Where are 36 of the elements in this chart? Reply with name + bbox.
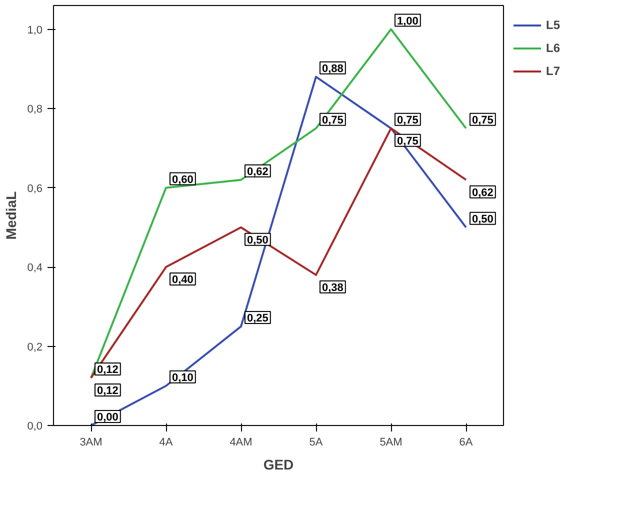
x-tick-label: 5A — [309, 436, 324, 448]
data-label: 0,38 — [322, 282, 344, 294]
legend-label: L7 — [546, 64, 562, 78]
data-label: 0,25 — [247, 312, 268, 324]
y-tick-label: 0,6 — [27, 182, 43, 195]
y-tick-label: 0,8 — [27, 104, 43, 116]
line-series — [90, 76, 467, 426]
data-label: 0,75 — [397, 114, 418, 126]
data-label: 0,00 — [97, 412, 118, 424]
x-axis-title: GED — [263, 456, 294, 472]
legend-label: L6 — [546, 41, 562, 55]
data-label: 0,12 — [97, 384, 118, 397]
data-label: 0,62 — [472, 186, 494, 199]
x-tick-label: 6A — [459, 436, 474, 448]
y-axis-title: MediaL — [3, 190, 20, 240]
y-tick-label: 0,0 — [27, 420, 43, 432]
x-tick-label: 4AM — [230, 436, 252, 448]
y-tick-label: 1,0 — [27, 24, 43, 36]
data-label: 0,88 — [322, 62, 344, 75]
x-tick-label: 4A — [159, 436, 174, 448]
data-label: 0,50 — [472, 213, 494, 226]
data-label: 1,00 — [397, 15, 418, 28]
legend-label: L5 — [546, 18, 562, 32]
data-label: 0,75 — [397, 135, 418, 148]
data-label: 0,10 — [172, 372, 194, 384]
y-tick-label: 0,4 — [27, 262, 43, 274]
data-label: 0,60 — [172, 174, 194, 186]
y-tick-label: 0,2 — [27, 341, 43, 354]
data-label: 0,75 — [322, 114, 344, 126]
data-label: 0,40 — [172, 274, 194, 286]
data-label: 0,75 — [472, 114, 494, 126]
x-tick-label: 5AM — [380, 436, 402, 448]
data-label: 0,12 — [97, 364, 118, 376]
data-label: 0,50 — [247, 234, 268, 246]
data-label: 0,62 — [247, 166, 268, 178]
x-tick-label: 3AM — [80, 436, 102, 448]
